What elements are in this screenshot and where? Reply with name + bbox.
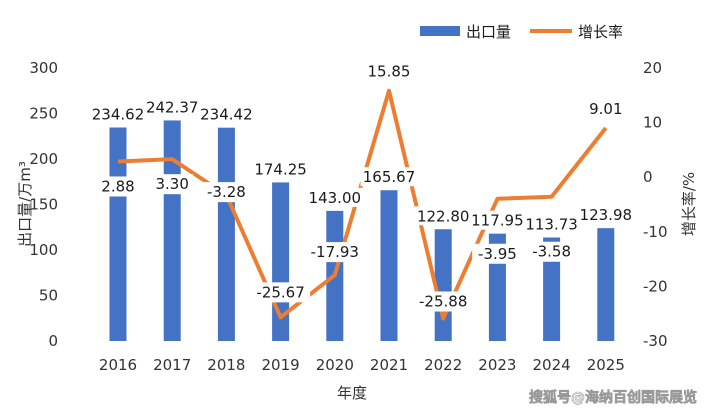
- bar-label-bg: [197, 104, 255, 124]
- bar-label-2021: 165.67: [363, 168, 416, 186]
- line-label-bg: [584, 99, 627, 120]
- x-tick-2021: 2021: [370, 356, 408, 374]
- right-y-tick--20: -20: [643, 277, 668, 295]
- watermark: 搜狐号@海纳百创国际展览: [529, 389, 697, 406]
- line-label-2020: -17.93: [311, 243, 359, 261]
- line-label-bg: [251, 282, 311, 303]
- right-y-tick-10: 10: [643, 114, 662, 132]
- bar-label-2018: 234.42: [200, 106, 253, 124]
- line-data-labels: 2.88 3.30 -3.28 -25.67 -17.93 15.85 -25.88 -3.9…: [97, 61, 627, 312]
- left-y-axis-ticks: 0 50 100 150 200 250 300: [29, 59, 58, 350]
- line-label-bg: [363, 61, 415, 82]
- left-y-tick-100: 100: [29, 241, 58, 259]
- right-y-tick--30: -30: [643, 332, 668, 350]
- right-y-tick--10: -10: [643, 223, 668, 241]
- bar-label-2024: 113.73: [525, 216, 578, 234]
- left-y-tick-250: 250: [29, 105, 58, 123]
- x-axis-ticks: 2016 2017 2018 2019 2020 2021 2022 2023 2024 2025: [99, 356, 625, 374]
- line-label-2017: 3.30: [155, 175, 188, 193]
- legend-bar-label: 出口量: [466, 23, 511, 41]
- right-y-axis-ticks: -30 -20 -10 0 10 20: [643, 59, 668, 350]
- bar-label-bg: [143, 97, 201, 117]
- bar-label-2023: 117.95: [471, 212, 524, 230]
- line-label-2024: -3.58: [532, 243, 571, 261]
- legend: 出口量 增长率: [420, 23, 623, 41]
- left-y-tick-50: 50: [39, 287, 58, 305]
- x-tick-2022: 2022: [424, 356, 462, 374]
- legend-line-label: 增长率: [578, 23, 623, 41]
- bar-label-bg: [468, 210, 526, 230]
- bar-label-2022: 122.80: [417, 207, 470, 225]
- x-tick-2018: 2018: [207, 356, 245, 374]
- line-label-2021: 15.85: [368, 63, 411, 81]
- bar-label-bg: [523, 214, 581, 234]
- x-tick-2019: 2019: [262, 356, 300, 374]
- bar-label-2025: 123.98: [580, 206, 633, 224]
- right-y-axis-title: 增长率/%: [680, 172, 698, 236]
- bar-label-bg: [414, 206, 472, 226]
- line-label-bg: [201, 182, 252, 203]
- bar-label-bg: [360, 167, 418, 187]
- x-tick-2024: 2024: [533, 356, 571, 374]
- line-label-2022: -25.88: [419, 293, 467, 311]
- bar-label-2020: 143.00: [309, 189, 362, 207]
- line-label-bg: [97, 176, 139, 197]
- x-tick-2023: 2023: [478, 356, 516, 374]
- bar-2024: [543, 237, 561, 341]
- x-axis-title: 年度: [337, 384, 367, 402]
- bar-2025: [597, 228, 615, 341]
- x-tick-2016: 2016: [99, 356, 137, 374]
- bar-label-2016: 234.62: [92, 105, 145, 123]
- bar-label-2019: 174.25: [254, 160, 307, 178]
- bar-label-bg: [89, 104, 147, 124]
- line-label-bg: [305, 242, 365, 263]
- bar-label-2017: 242.37: [146, 98, 199, 116]
- line-label-2018: -3.28: [207, 183, 246, 201]
- bar-label-bg: [577, 205, 635, 225]
- line-label-2019: -25.67: [256, 283, 304, 301]
- right-y-tick-20: 20: [643, 59, 662, 77]
- line-label-2016: 2.88: [101, 177, 134, 195]
- bar-label-bg: [306, 187, 364, 207]
- bar-2021: [380, 190, 398, 341]
- line-label-bg: [151, 174, 194, 195]
- left-y-tick-300: 300: [29, 59, 58, 77]
- left-y-tick-0: 0: [48, 332, 58, 350]
- x-tick-2025: 2025: [587, 356, 625, 374]
- left-y-tick-150: 150: [29, 196, 58, 214]
- line-label-bg: [526, 241, 577, 262]
- bar-2018: [217, 127, 235, 342]
- left-y-axis-title: 出口量/万m³: [16, 161, 34, 247]
- line-label-2023: -3.95: [478, 245, 517, 263]
- bar-label-bg: [252, 159, 310, 179]
- right-y-tick-0: 0: [643, 168, 653, 186]
- x-tick-2017: 2017: [153, 356, 191, 374]
- legend-bar-swatch: [420, 26, 460, 36]
- bar-2017: [163, 120, 181, 341]
- x-tick-2020: 2020: [316, 356, 354, 374]
- line-label-bg: [472, 243, 523, 264]
- line-label-bg: [413, 291, 473, 312]
- line-label-2025: 9.01: [589, 100, 622, 118]
- left-y-tick-200: 200: [29, 150, 58, 168]
